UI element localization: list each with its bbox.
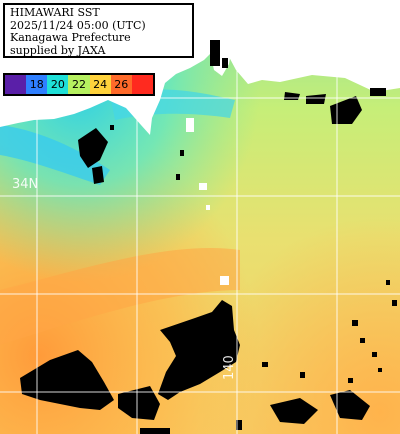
island-small-2 [220,276,229,285]
island-small-1 [199,183,207,190]
temperature-legend: 18 20 22 24 26 [3,73,155,96]
legend-swatch [5,75,27,94]
warm-tongue [0,248,240,345]
legend-swatch: 18 [26,75,48,94]
data-source: supplied by JAXA [10,43,106,57]
legend-swatch: 20 [47,75,69,94]
cloud-mask [20,40,397,434]
region-name: Kanagawa Prefecture [10,31,131,44]
legend-swatch [131,75,153,94]
map-info-box: HIMAWARI SST 2025/11/24 05:00 (UTC) Kana… [3,3,194,58]
longitude-label: 140 [222,355,237,380]
legend-swatch: 22 [68,75,90,94]
latitude-label: 34N [12,177,39,192]
legend-swatch: 24 [89,75,111,94]
land-boso [248,23,334,72]
island-oshima [186,118,194,132]
legend-swatch: 26 [110,75,132,94]
cool-band-west [0,125,110,185]
product-title: HIMAWARI SST [10,6,100,19]
island-small-3 [206,205,210,210]
timestamp: 2025/11/24 05:00 (UTC) [10,18,146,32]
